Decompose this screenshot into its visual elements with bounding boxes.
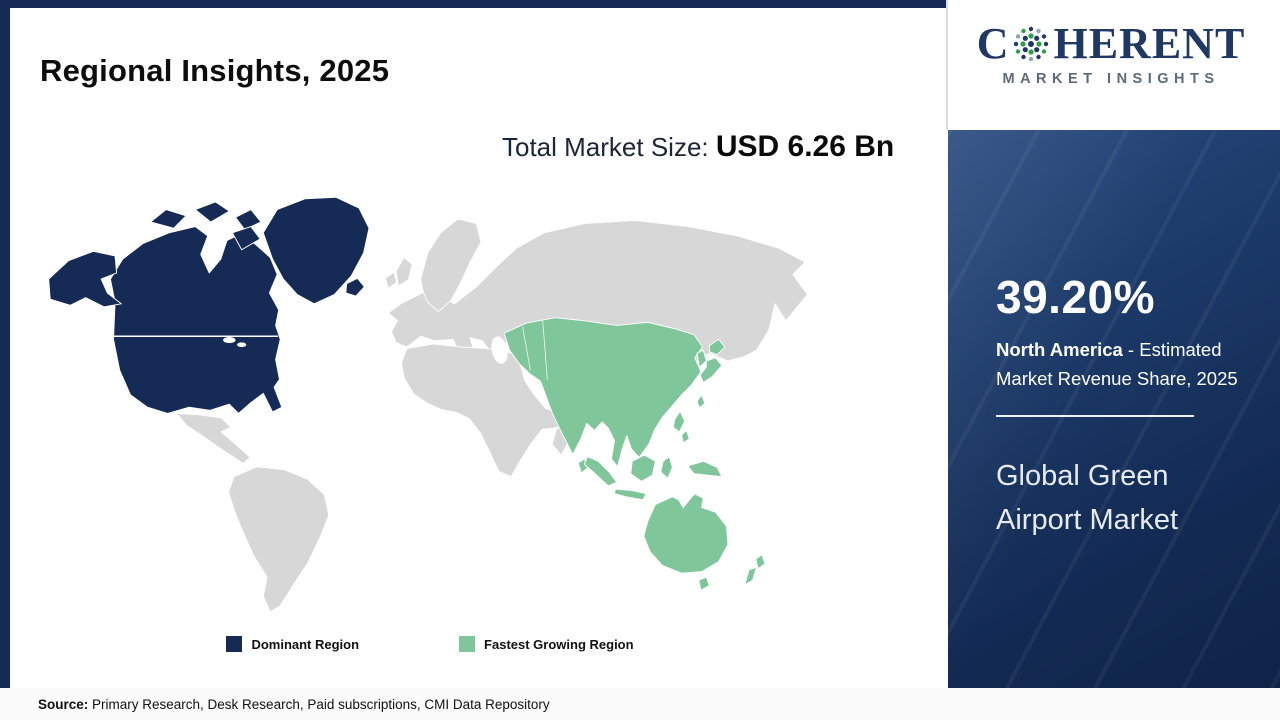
logo-letters-rest: HERENT bbox=[1053, 19, 1246, 68]
map-region-scandinavia bbox=[420, 218, 482, 312]
map-region-new-zealand-south bbox=[744, 566, 757, 586]
source-footer: Source: Primary Research, Desk Research,… bbox=[0, 688, 1280, 720]
page-title: Regional Insights, 2025 bbox=[40, 52, 390, 88]
map-region-philippines-north bbox=[672, 410, 686, 433]
map-region-philippines-south bbox=[681, 429, 690, 444]
legend-item-dominant: Dominant Region bbox=[226, 636, 359, 652]
map-region-japan-south bbox=[699, 357, 723, 383]
map-region-sumatra bbox=[583, 456, 618, 487]
source-text: Primary Research, Desk Research, Paid su… bbox=[88, 696, 550, 712]
revenue-share-text: - Estimated Market Revenue Share, 2025 bbox=[996, 339, 1238, 389]
market-name: Global Green Airport Market bbox=[996, 460, 1179, 536]
caspian-sea bbox=[491, 336, 508, 364]
dotted-globe-icon bbox=[1014, 26, 1049, 62]
great-lakes-2 bbox=[237, 342, 247, 348]
map-region-taiwan bbox=[696, 394, 706, 409]
map-region-iceland bbox=[345, 277, 365, 297]
total-market-size: Total Market Size: USD 6.26 Bn bbox=[502, 124, 897, 169]
dominant-region-swatch-icon bbox=[226, 636, 243, 652]
legend-item-fastest: Fastest Growing Region bbox=[459, 636, 634, 652]
central-asia-border-line-2 bbox=[542, 320, 548, 380]
slide-top-border bbox=[0, 0, 946, 8]
revenue-share-value: 39.20% bbox=[996, 271, 1156, 323]
map-region-borneo bbox=[630, 454, 656, 482]
map-region-arctic-island-4 bbox=[231, 226, 261, 251]
map-region-sulawesi bbox=[660, 456, 673, 479]
map-region-asia-pacific-mainland bbox=[503, 317, 703, 468]
map-region-tasmania bbox=[698, 576, 710, 591]
map-region-greenland bbox=[262, 196, 370, 305]
legend-label-fastest: Fastest Growing Region bbox=[484, 636, 634, 652]
map-region-mexico-central-america bbox=[176, 412, 251, 465]
legend-label-dominant: Dominant Region bbox=[251, 636, 360, 652]
map-region-south-america bbox=[228, 466, 330, 613]
map-region-arctic-island-1 bbox=[150, 209, 187, 229]
revenue-share-description: North America - Estimated Market Revenue… bbox=[996, 336, 1254, 393]
map-region-uk bbox=[395, 257, 413, 287]
total-market-size-label: Total Market Size: bbox=[502, 132, 716, 162]
slide-left-border bbox=[0, 0, 10, 720]
map-region-japan-north bbox=[708, 338, 726, 356]
map-region-arctic-island-2 bbox=[194, 201, 230, 223]
map-region-australia bbox=[643, 493, 729, 574]
central-asia-border-line bbox=[522, 326, 531, 371]
world-map-svg bbox=[48, 196, 808, 613]
fastest-region-swatch-icon bbox=[459, 636, 476, 652]
logo-wordmark: C HERENT bbox=[977, 22, 1246, 66]
source-label: Source: bbox=[38, 696, 89, 712]
logo-divider-line bbox=[946, 0, 948, 130]
revenue-share-region: North America bbox=[996, 339, 1123, 360]
map-legend: Dominant Region Fastest Growing Region bbox=[40, 636, 820, 652]
map-region-ireland bbox=[384, 271, 398, 289]
sidebar-divider-line bbox=[996, 415, 1194, 418]
highlight-sidebar: 39.20% North America - Estimated Market … bbox=[948, 130, 1280, 688]
map-region-java bbox=[614, 488, 647, 501]
great-lakes bbox=[223, 336, 236, 344]
map-region-arctic-island-3 bbox=[235, 209, 262, 231]
coherent-market-insights-logo: C HERENT MARKET INSIGHTS bbox=[960, 22, 1262, 88]
map-region-canada-usa bbox=[109, 226, 283, 414]
map-region-new-zealand-north bbox=[755, 554, 766, 570]
logo-letter-c: C bbox=[976, 19, 1010, 68]
map-region-alaska bbox=[48, 250, 122, 308]
total-market-size-value: USD 6.26 Bn bbox=[715, 130, 895, 163]
world-map bbox=[40, 188, 820, 628]
logo-subtitle: MARKET INSIGHTS bbox=[1002, 71, 1220, 87]
sidebar-content: 39.20% North America - Estimated Market … bbox=[948, 130, 1280, 542]
map-region-new-guinea bbox=[687, 460, 723, 478]
